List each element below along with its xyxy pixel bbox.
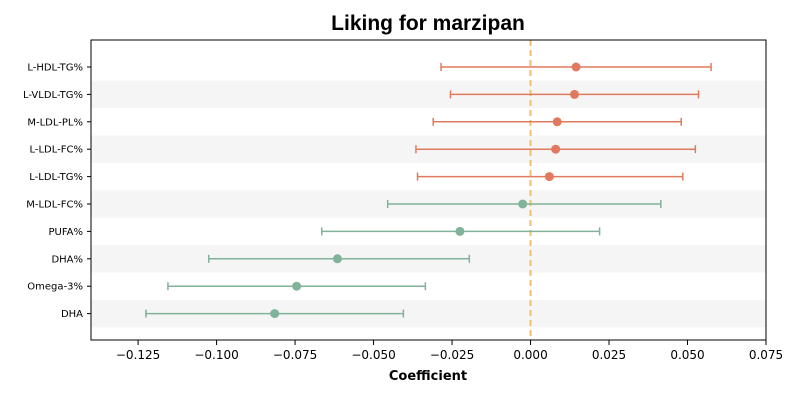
data-row — [167, 281, 427, 291]
y-tick-label: M-LDL-FC% — [26, 200, 83, 211]
data-row — [432, 117, 682, 127]
y-tick-label: L-LDL-FC% — [29, 145, 83, 156]
estimate-point — [270, 309, 280, 319]
x-tick-label: −0.125 — [116, 348, 160, 362]
estimate-point — [455, 226, 465, 236]
x-axis: −0.125 −0.100 −0.075 −0.050 −0.025 0.000 0.025… — [116, 340, 783, 362]
y-tick-label: Omega-3% — [27, 282, 83, 293]
data-row — [440, 62, 712, 72]
y-tick-label: L-HDL-TG% — [27, 63, 83, 74]
x-tick-label: −0.075 — [273, 348, 317, 362]
data-row — [386, 199, 662, 209]
data-marks — [145, 62, 712, 319]
estimate-point — [332, 254, 342, 264]
chart-title: Liking for marzipan — [331, 12, 525, 35]
estimate-point — [551, 144, 561, 154]
y-tick-label: L-VLDL-TG% — [23, 90, 83, 101]
estimate-point — [552, 117, 562, 127]
data-row — [416, 172, 684, 182]
y-tick-label: PUFA% — [48, 227, 83, 238]
estimate-point — [292, 281, 302, 291]
estimate-point — [569, 89, 579, 99]
plot-frame — [90, 39, 767, 341]
estimate-point — [518, 199, 528, 209]
data-row — [321, 226, 601, 236]
estimate-point — [571, 62, 581, 72]
y-tick-label: L-LDL-TG% — [29, 172, 83, 183]
x-tick-label: 0.000 — [513, 348, 547, 362]
data-row — [415, 144, 697, 154]
x-tick-label: −0.050 — [351, 348, 395, 362]
x-tick-label: 0.075 — [749, 348, 783, 362]
x-tick-label: 0.025 — [592, 348, 626, 362]
x-axis-label: Coefficient — [389, 369, 467, 384]
x-tick-label: 0.050 — [670, 348, 704, 362]
x-tick-label: −0.025 — [430, 348, 474, 362]
y-axis: L-HDL-TG% L-VLDL-TG% M-LDL-PL% L-LDL-FC% L-L… — [23, 63, 91, 320]
y-tick-label: M-LDL-PL% — [27, 117, 83, 128]
data-row — [145, 309, 405, 319]
data-row — [449, 89, 700, 99]
estimate-point — [544, 172, 554, 182]
x-tick-label: −0.100 — [194, 348, 238, 362]
data-row — [207, 254, 471, 264]
y-tick-label: DHA% — [51, 254, 83, 265]
y-tick-label: DHA — [61, 309, 83, 320]
